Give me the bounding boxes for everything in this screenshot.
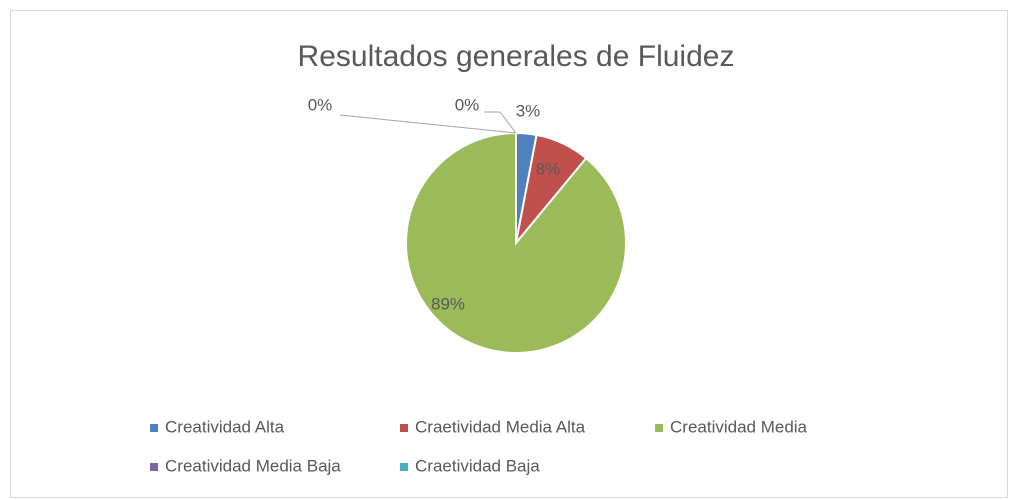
chart-title: Resultados generales de Fluidez — [298, 40, 735, 73]
legend-swatch — [400, 424, 408, 432]
data-label: 3% — [516, 101, 541, 120]
legend-label: Craetividad Media Alta — [415, 417, 586, 436]
legend-label: Creatividad Alta — [165, 417, 285, 436]
legend-swatch — [655, 424, 663, 432]
legend-label: Creatividad Media — [670, 417, 808, 436]
data-label: 8% — [536, 159, 561, 178]
data-label: 0% — [455, 95, 480, 114]
leader-line — [484, 111, 517, 134]
legend-swatch — [400, 463, 408, 471]
leader-line — [339, 114, 517, 134]
legend-swatch — [150, 424, 158, 432]
legend-label: Craetividad Baja — [415, 456, 540, 475]
legend-label: Creatividad Media Baja — [165, 456, 341, 475]
data-label: 0% — [308, 95, 333, 114]
legend-swatch — [150, 463, 158, 471]
data-label: 89% — [431, 294, 465, 313]
